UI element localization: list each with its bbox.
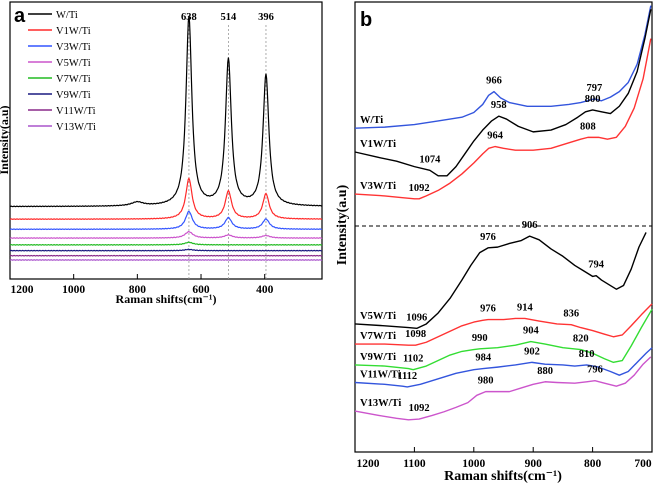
panel-a-letter: a xyxy=(14,5,26,27)
x-tick-label: 1000 xyxy=(62,284,85,296)
peak-label: 1102 xyxy=(403,354,423,365)
series-line-v11w-ti xyxy=(9,254,323,257)
peak-label: 820 xyxy=(573,334,589,345)
series-name-label: V9W/Ti xyxy=(360,352,396,363)
x-tick-label: 800 xyxy=(584,458,602,470)
peak-label: 1096 xyxy=(406,312,427,323)
legend-entry: V3W/Ti xyxy=(56,42,91,53)
peak-label: 1112 xyxy=(397,371,417,382)
peak-label: 958 xyxy=(491,100,507,111)
panel-a-x-ticks: 1200 1000 800 600 400 xyxy=(9,274,274,296)
peak-label: 980 xyxy=(478,376,494,387)
series-line-v9w-ti xyxy=(354,308,653,371)
panel-a-peak-labels: 638 514 396 xyxy=(181,12,274,23)
x-tick-label: 1000 xyxy=(462,458,485,470)
series-line-v9w-ti xyxy=(9,248,323,252)
legend-entry: W/Ti xyxy=(56,10,78,21)
x-tick-label: 1200 xyxy=(357,458,380,470)
series-line-v11w-ti xyxy=(354,347,653,388)
peak-label: 976 xyxy=(480,304,496,315)
peak-label: 906 xyxy=(522,220,538,231)
legend-entry: V5W/Ti xyxy=(56,58,91,69)
panel-b-series-labels: W/Ti 966 797 V1W/Ti 1074 958 800 V3W/Ti 1092 964 8… xyxy=(360,76,605,414)
series-name-label: V1W/Ti xyxy=(360,139,396,150)
peak-label: 914 xyxy=(517,302,534,313)
series-name-label: V13W/Ti xyxy=(360,398,401,409)
legend-entry: V7W/Ti xyxy=(56,74,91,85)
series-line-v13w-ti xyxy=(9,259,323,261)
panel-b-y-axis-label: Intensity(a.u) xyxy=(335,184,350,265)
peak-label: 514 xyxy=(221,12,238,23)
peak-label: 1092 xyxy=(409,183,430,194)
peak-label: 904 xyxy=(523,326,540,337)
legend-entry: V13W/Ti xyxy=(56,122,96,133)
series-name-label: W/Ti xyxy=(360,115,383,126)
peak-label: 796 xyxy=(587,365,603,376)
panel-a-x-axis-label: Raman shifts(cm⁻¹) xyxy=(116,292,217,306)
peak-label: 902 xyxy=(524,346,540,357)
series-line-v7w-ti xyxy=(355,303,653,346)
peak-label: 794 xyxy=(588,260,605,271)
peak-label: 990 xyxy=(472,333,488,344)
x-tick-label: 700 xyxy=(634,458,652,470)
x-tick-label: 1100 xyxy=(403,458,426,470)
series-line-v5w-ti xyxy=(9,230,323,239)
legend-entry: V9W/Ti xyxy=(56,90,91,101)
series-line-v1w-ti xyxy=(354,9,652,177)
series-line-v1w-ti xyxy=(9,177,323,221)
peak-label: 976 xyxy=(480,232,496,243)
series-line-v13w-ti xyxy=(354,356,652,421)
peak-label: 810 xyxy=(579,349,595,360)
series-name-label: V5W/Ti xyxy=(360,311,396,322)
peak-label: 638 xyxy=(181,12,197,23)
panel-a-legend: W/Ti V1W/Ti V3W/Ti V5W/Ti V7W/Ti V9W/Ti V11W/T… xyxy=(28,10,96,133)
series-line-v7w-ti xyxy=(9,241,323,246)
series-line-w-ti xyxy=(9,15,323,208)
peak-label: 1092 xyxy=(409,403,430,414)
panel-b-frame xyxy=(354,1,653,453)
panel-b-x-ticks: 1200 1100 1000 900 800 700 xyxy=(354,447,653,470)
panel-b-series-group xyxy=(354,5,653,421)
peak-label: 964 xyxy=(487,131,504,142)
series-line-v3w-ti xyxy=(354,38,652,200)
x-tick-label: 1200 xyxy=(11,284,34,296)
panel-b-x-axis-label: Raman shifts(cm⁻¹) xyxy=(444,469,562,484)
panel-a-frame xyxy=(9,1,323,280)
peak-label: 836 xyxy=(563,309,579,320)
x-tick-label: 800 xyxy=(129,284,147,296)
x-tick-label: 600 xyxy=(192,284,210,296)
peak-label: 800 xyxy=(585,94,601,105)
peak-label: 797 xyxy=(587,83,603,94)
series-line-w-ti xyxy=(354,5,652,129)
peak-label: 1074 xyxy=(419,154,441,165)
series-name-label: V7W/Ti xyxy=(360,331,396,342)
legend-entry: V11W/Ti xyxy=(56,106,96,117)
legend-entry: V1W/Ti xyxy=(56,26,91,37)
x-tick-label: 900 xyxy=(525,458,543,470)
series-line-v5w-ti xyxy=(354,232,647,330)
peak-label: 984 xyxy=(475,353,492,364)
series-name-label: V11W/Ti xyxy=(360,369,401,380)
series-line-v3w-ti xyxy=(9,210,323,231)
peak-label: 808 xyxy=(580,121,596,132)
peak-label: 1098 xyxy=(405,329,426,340)
panel-a-y-axis-label: Intensity(a.u) xyxy=(0,105,11,174)
panel-b-letter: b xyxy=(360,9,372,31)
panel-a-series-group xyxy=(9,15,323,261)
peak-label: 966 xyxy=(486,76,502,87)
series-name-label: V3W/Ti xyxy=(360,181,396,192)
peak-label: 396 xyxy=(258,12,274,23)
peak-label: 880 xyxy=(537,366,553,377)
x-tick-label: 400 xyxy=(256,284,274,296)
